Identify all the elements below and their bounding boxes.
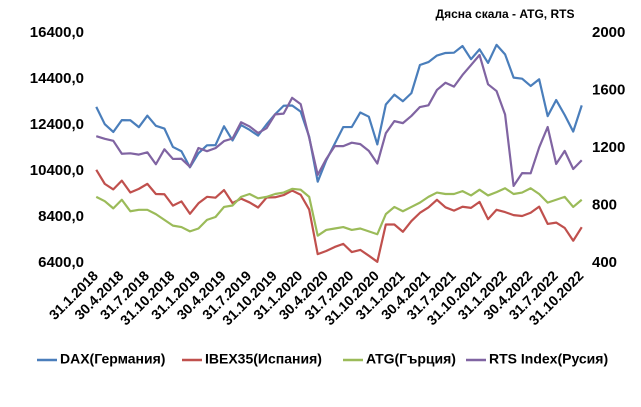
- y2-tick-label: 400: [592, 254, 617, 271]
- y2-tick-label: 800: [592, 196, 617, 213]
- series-line: [95, 53, 583, 188]
- legend-label: ATG(Гърция): [366, 351, 456, 367]
- series-line: [95, 187, 583, 237]
- annotation: Дясна скала - ATG, RTS: [436, 7, 575, 21]
- y2-tick-label: 1200: [592, 139, 625, 156]
- legend-label: DAX(Германия): [60, 351, 165, 367]
- y-tick-label: 6400,0: [38, 254, 84, 271]
- y-tick-label: 12400,0: [30, 116, 84, 133]
- y-tick-label: 14400,0: [30, 70, 84, 87]
- y2-tick-label: 1600: [592, 81, 625, 98]
- legend-label: RTS Index(Русия): [489, 351, 608, 367]
- y-tick-label: 16400,0: [30, 24, 84, 41]
- series-line: [95, 169, 583, 263]
- y2-tick-label: 2000: [592, 24, 625, 41]
- y-tick-label: 10400,0: [30, 162, 84, 179]
- y-tick-label: 8400,0: [38, 208, 84, 225]
- legend-label: IBEX35(Испания): [205, 351, 322, 367]
- series-line: [95, 43, 583, 183]
